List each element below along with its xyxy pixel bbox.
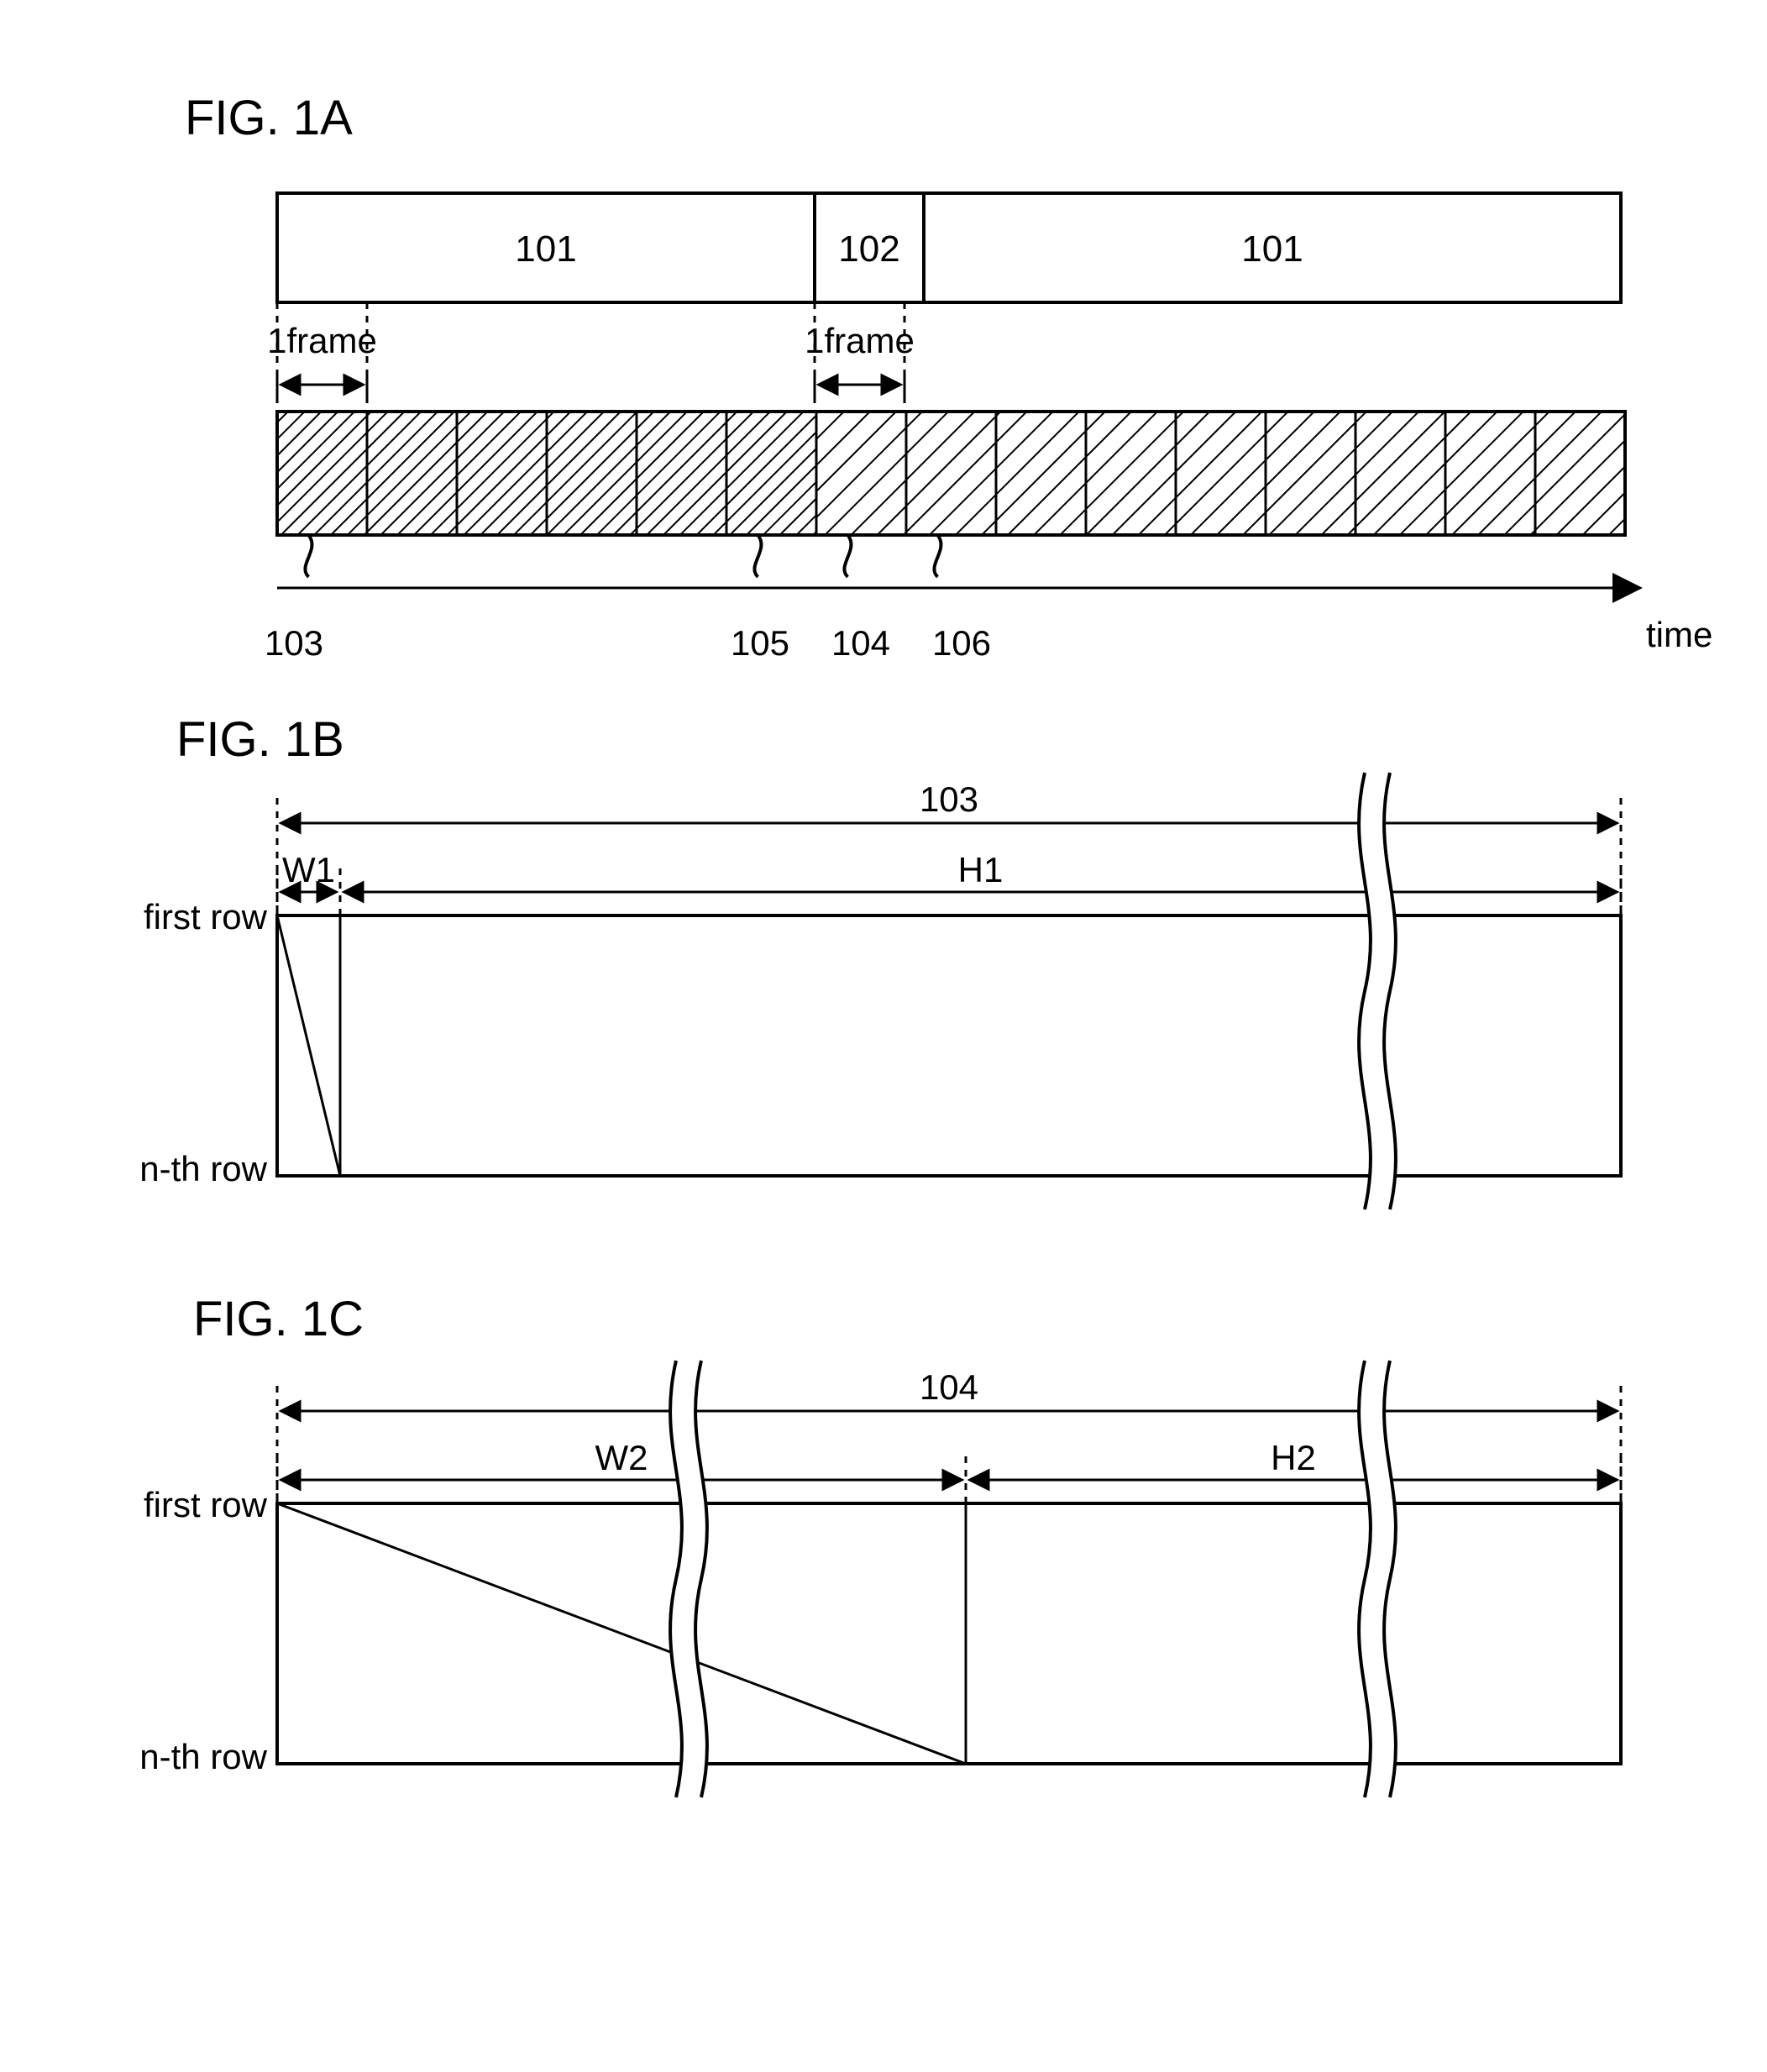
fig-1b-title: FIG. 1B [176, 712, 344, 767]
frame-cell-group2 [1535, 412, 1625, 535]
frame-cell-group2 [1176, 412, 1266, 535]
leader-label: 106 [932, 623, 991, 663]
row-nth-label: n-th row [139, 1149, 267, 1188]
leader-label: 104 [831, 623, 890, 663]
frame-cell-group1 [637, 412, 726, 535]
frame-cell-group2 [1086, 412, 1176, 535]
frame-span-label: 1frame [267, 321, 377, 360]
time-axis-label: time [1646, 615, 1712, 654]
frame-cell-group2 [1445, 412, 1535, 535]
frame-cell-group1 [726, 412, 816, 535]
fig1c-rect [277, 1503, 1621, 1764]
row-first-label: first row [144, 897, 268, 936]
frame-cell-group1 [547, 412, 637, 535]
figure-set: FIG. 1A 101 102 101 1frame 1frame time 103 105 10… [0, 0, 1767, 2072]
topbar-label: 101 [1241, 228, 1303, 270]
fig-1c-title: FIG. 1C [193, 1292, 364, 1346]
frame-cell-group2 [816, 412, 906, 535]
frame-cell-group2 [1266, 412, 1355, 535]
leader-label: 103 [265, 623, 323, 663]
frame-cell-group2 [996, 412, 1086, 535]
leader-label: 105 [731, 623, 789, 663]
frame-cell-group2 [1355, 412, 1445, 535]
topbar-label: 102 [838, 228, 899, 270]
dim-w2-label: W2 [595, 1438, 648, 1477]
dim-104-label: 104 [920, 1367, 978, 1407]
fig1b-rect [277, 915, 1621, 1176]
row-first-label: first row [144, 1485, 268, 1524]
fig-1a-title: FIG. 1A [185, 91, 353, 145]
row-nth-label: n-th row [139, 1737, 267, 1776]
topbar-label: 101 [515, 228, 576, 270]
frame-span-label: 1frame [805, 321, 915, 360]
frame-cell-group1 [367, 412, 457, 535]
dim-h1-label: H1 [958, 850, 1004, 889]
frame-cell-group2 [906, 412, 996, 535]
dim-h2-label: H2 [1271, 1438, 1316, 1477]
dim-103-label: 103 [920, 779, 978, 819]
frame-cell-group1 [457, 412, 547, 535]
dim-w1-label: W1 [282, 850, 335, 889]
frame-cell-group1 [277, 412, 367, 535]
